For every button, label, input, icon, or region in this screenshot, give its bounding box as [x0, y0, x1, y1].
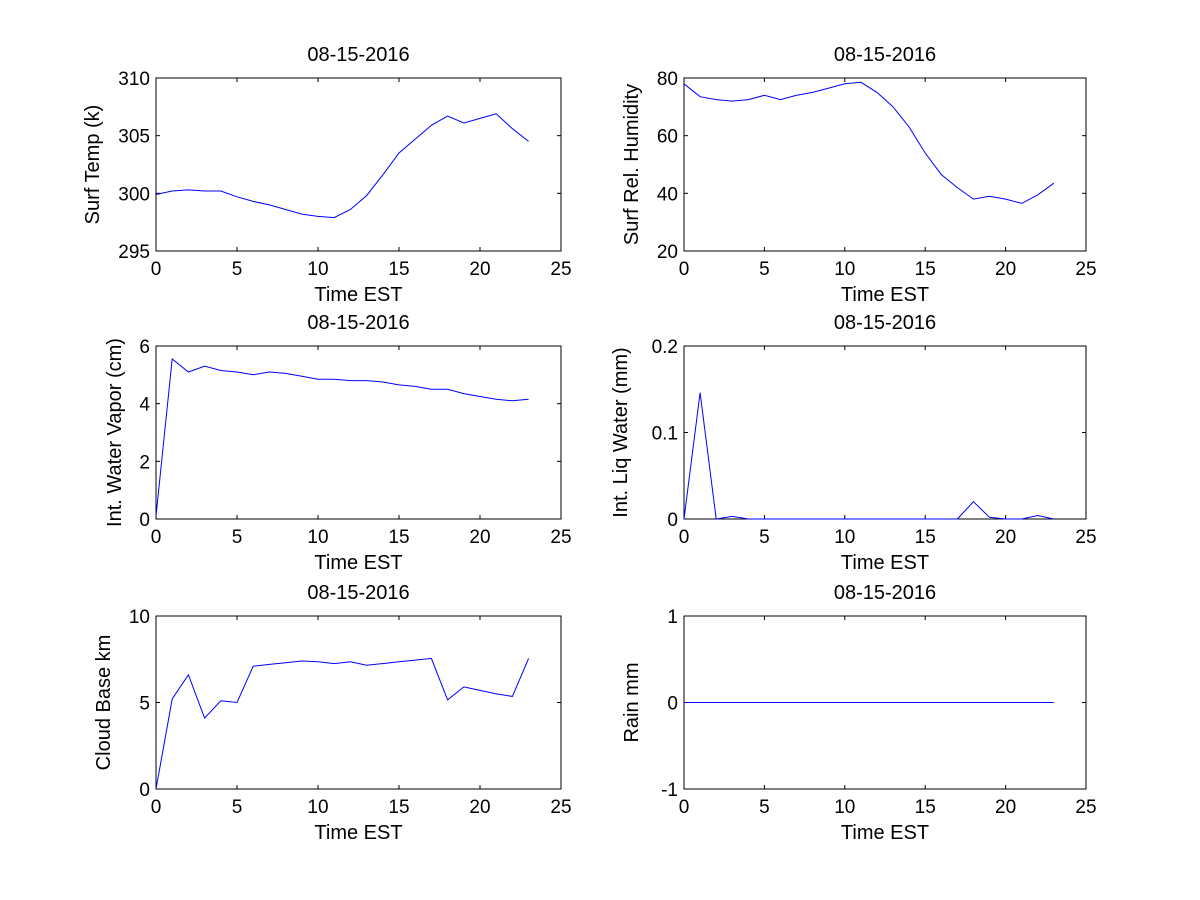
x-tick-label: 10	[307, 527, 328, 548]
y-axis-label: Int. Water Vapor (cm)	[104, 338, 126, 527]
series-line	[155, 358, 529, 517]
plot-area	[155, 345, 562, 520]
y-tick-label: 5	[139, 694, 150, 715]
y-tick-label: 80	[657, 69, 678, 90]
y-tick-label: 1	[667, 607, 678, 628]
x-tick-label: 5	[759, 797, 770, 818]
x-tick-label: 15	[915, 797, 936, 818]
x-tick-label: 25	[550, 527, 571, 548]
x-tick-label: 0	[679, 797, 690, 818]
x-tick-label: 25	[550, 797, 571, 818]
y-tick-label: 0.1	[652, 424, 678, 445]
y-axis-label: Rain mm	[621, 662, 643, 742]
y-axis-label: Int. Liq Water (mm)	[610, 347, 632, 517]
y-tick-label: 20	[657, 242, 678, 263]
y-tick-label: 10	[129, 607, 150, 628]
y-tick-label: 4	[139, 395, 150, 416]
y-axis-label: Surf Rel. Humidity	[621, 84, 643, 245]
x-tick-label: 5	[232, 797, 243, 818]
y-tick-label: 0	[139, 780, 150, 801]
x-tick-label: 10	[307, 259, 328, 280]
plot-area	[683, 77, 1087, 252]
x-tick-label: 0	[151, 527, 162, 548]
x-tick-label: 25	[1075, 259, 1096, 280]
x-tick-label: 15	[388, 797, 409, 818]
x-tick-label: 10	[307, 797, 328, 818]
x-axis-label: Time EST	[841, 552, 929, 574]
y-tick-label: 0	[139, 510, 150, 531]
x-tick-label: 5	[232, 527, 243, 548]
y-axis-label: Cloud Base km	[93, 635, 115, 771]
x-tick-label: 15	[388, 527, 409, 548]
subplot-1: 0 5 10 15 20 25 295 300 305 310 08-15-2016 Time EST…	[82, 44, 572, 306]
chart-title: 08-15-2016	[834, 312, 936, 334]
x-tick-label: 15	[915, 527, 936, 548]
x-tick-label: 0	[679, 527, 690, 548]
y-axis-label: Surf Temp (k)	[82, 105, 104, 225]
x-axis-label: Time EST	[841, 822, 929, 844]
y-tick-label: 40	[657, 184, 678, 205]
x-tick-label: 20	[469, 259, 490, 280]
chart-title: 08-15-2016	[307, 582, 409, 604]
chart-title: 08-15-2016	[834, 582, 936, 604]
x-tick-label: 5	[759, 259, 770, 280]
y-tick-label: -1	[661, 780, 678, 801]
x-axis-label: Time EST	[841, 284, 929, 306]
subplot-2: 0 5 10 15 20 25 20 40 60 80 08-15-2016 Time EST Surf…	[621, 44, 1097, 306]
plot-area	[155, 77, 562, 252]
y-tick-label: 2	[139, 452, 150, 473]
subplot-4: 0 5 10 15 20 25 0 0.1 0.2 08-15-2016 Time EST Int. …	[610, 312, 1097, 574]
x-tick-label: 20	[995, 797, 1016, 818]
x-tick-label: 0	[151, 797, 162, 818]
x-tick-label: 20	[995, 259, 1016, 280]
series-line	[683, 392, 1054, 520]
y-tick-label: 60	[657, 127, 678, 148]
x-axis-label: Time EST	[314, 822, 402, 844]
chart-title: 08-15-2016	[834, 44, 936, 66]
subplot-5: 0 5 10 15 20 25 0 5 10 08-15-2016 Time EST Cloud Ba…	[93, 582, 572, 844]
x-tick-label: 10	[834, 527, 855, 548]
x-tick-label: 15	[915, 259, 936, 280]
chart-title: 08-15-2016	[307, 312, 409, 334]
x-axis-label: Time EST	[314, 284, 402, 306]
x-tick-label: 5	[232, 259, 243, 280]
x-tick-label: 10	[834, 797, 855, 818]
series-line	[683, 81, 1055, 204]
x-tick-label: 15	[388, 259, 409, 280]
series-line	[155, 113, 529, 219]
chart-title: 08-15-2016	[307, 44, 409, 66]
y-tick-label: 6	[139, 337, 150, 358]
y-tick-label: 295	[118, 242, 150, 263]
x-tick-label: 20	[995, 527, 1016, 548]
x-tick-label: 25	[550, 259, 571, 280]
series-line	[155, 657, 530, 790]
y-tick-label: 0.2	[652, 337, 678, 358]
x-tick-label: 0	[679, 259, 690, 280]
plot-area	[683, 345, 1087, 520]
y-tick-label: 300	[118, 184, 150, 205]
x-axis-label: Time EST	[314, 552, 402, 574]
subplot-3: 0 5 10 15 20 25 0 2 4 6 08-15-2016 Time EST Int. Wat…	[104, 312, 572, 574]
x-tick-label: 10	[834, 259, 855, 280]
y-tick-label: 305	[118, 127, 150, 148]
y-tick-label: 310	[118, 69, 150, 90]
x-tick-label: 25	[1075, 527, 1096, 548]
x-tick-label: 25	[1075, 797, 1096, 818]
x-tick-label: 5	[759, 527, 770, 548]
x-tick-label: 20	[469, 797, 490, 818]
x-tick-label: 20	[469, 527, 490, 548]
y-tick-label: 0	[667, 510, 678, 531]
x-tick-label: 0	[151, 259, 162, 280]
y-tick-label: 0	[667, 694, 678, 715]
plot-area	[155, 615, 562, 790]
